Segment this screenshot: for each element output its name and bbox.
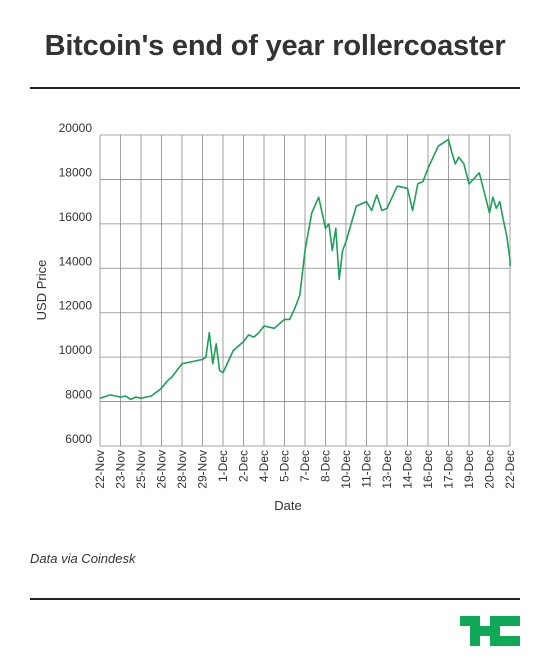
x-axis-label: Date [274, 498, 301, 513]
x-tick-label: 25-Nov [134, 450, 148, 489]
x-tick-label: 2-Dec [237, 450, 251, 482]
y-tick-label: 6000 [65, 432, 92, 446]
y-tick-label: 20000 [59, 121, 93, 135]
line-chart: 20000 18000 16000 14000 12000 10000 8000 6000 2… [34, 121, 517, 513]
x-tick-label: 14-Dec [401, 450, 415, 489]
x-tick-label: 8-Dec [319, 450, 333, 482]
y-axis-label: USD Price [34, 260, 49, 321]
x-tick-label: 26-Nov [155, 450, 169, 489]
x-tick-label: 1-Dec [216, 450, 230, 482]
x-tick-label: 10-Dec [339, 450, 353, 489]
x-tick-label: 22-Dec [503, 450, 517, 489]
price-series-line [99, 138, 511, 401]
y-tick-label: 18000 [59, 165, 93, 179]
y-tick-label: 10000 [59, 343, 93, 357]
x-tick-label: 16-Dec [421, 450, 435, 489]
chart-title: Bitcoin's end of year rollercoaster [44, 30, 506, 62]
x-tick-label: 5-Dec [278, 450, 292, 482]
x-tick-labels: 22-Nov 23-Nov 25-Nov 26-Nov 28-Nov 29-Nov 1-De… [93, 450, 517, 489]
techcrunch-logo [460, 616, 520, 646]
y-tick-label: 14000 [59, 254, 93, 268]
x-tick-label: 19-Dec [462, 450, 476, 489]
x-tick-label: 7-Dec [298, 450, 312, 482]
y-tick-label: 12000 [59, 299, 93, 313]
x-tick-label: 17-Dec [442, 450, 456, 489]
x-tick-label: 23-Nov [114, 450, 128, 489]
horizontal-gridlines [100, 134, 510, 447]
x-tick-label: 28-Nov [175, 450, 189, 489]
x-tick-label: 22-Nov [93, 450, 107, 489]
bottom-divider [30, 598, 520, 600]
x-tick-label: 11-Dec [360, 450, 374, 488]
x-tick-label: 29-Nov [196, 450, 210, 489]
y-tick-labels: 20000 18000 16000 14000 12000 10000 8000 6000 [59, 121, 93, 446]
vertical-gridlines [99, 135, 511, 446]
top-divider [30, 87, 520, 89]
x-tick-label: 4-Dec [257, 450, 271, 482]
y-tick-label: 16000 [59, 210, 93, 224]
y-tick-label: 8000 [65, 388, 92, 402]
x-tick-label: 13-Dec [380, 450, 394, 489]
x-tick-label: 20-Dec [483, 450, 497, 489]
source-note: Data via Coindesk [30, 551, 136, 566]
